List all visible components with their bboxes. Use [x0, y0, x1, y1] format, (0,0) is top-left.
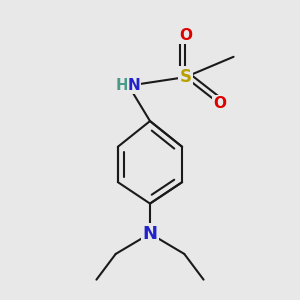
- Text: N: N: [142, 225, 158, 243]
- Text: N: N: [128, 78, 140, 93]
- Text: O: O: [179, 28, 192, 43]
- Text: S: S: [179, 68, 191, 86]
- Text: H: H: [116, 78, 128, 93]
- Text: O: O: [213, 96, 226, 111]
